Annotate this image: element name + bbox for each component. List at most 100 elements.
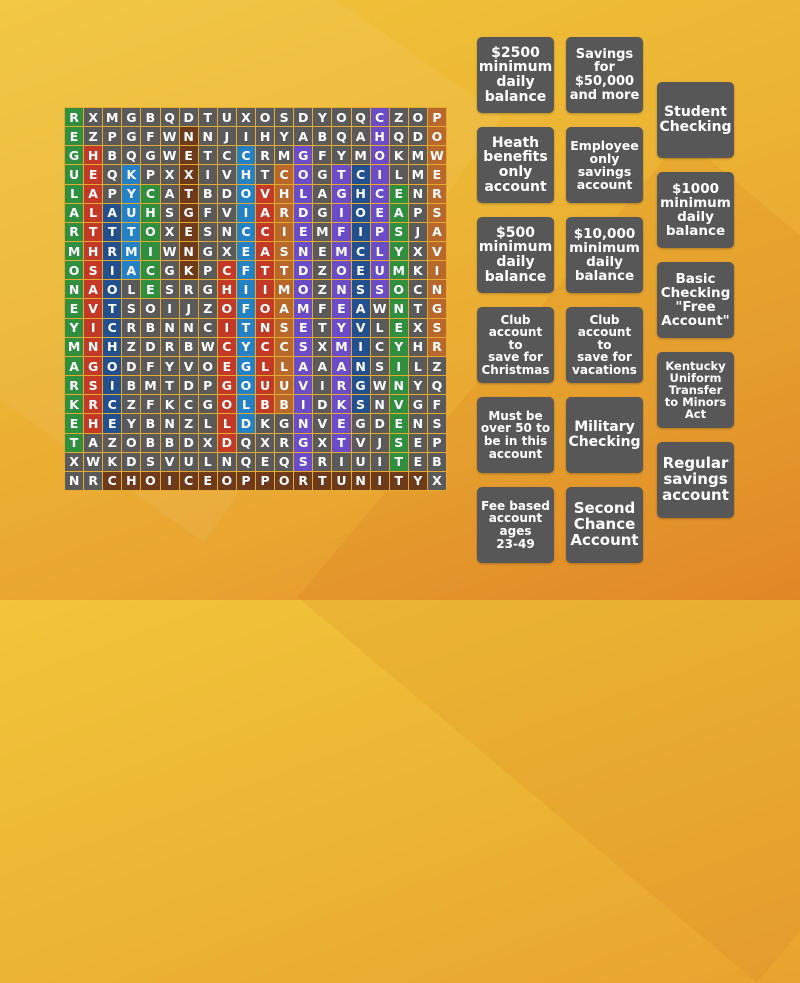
grid-cell[interactable]: K bbox=[408, 261, 427, 280]
grid-cell[interactable]: A bbox=[313, 184, 332, 203]
grid-cell[interactable]: E bbox=[332, 414, 351, 433]
grid-cell[interactable]: P bbox=[103, 184, 122, 203]
grid-cell[interactable]: N bbox=[198, 127, 217, 146]
grid-cell[interactable]: H bbox=[275, 184, 294, 203]
grid-cell[interactable]: I bbox=[236, 127, 255, 146]
grid-cell[interactable]: L bbox=[198, 414, 217, 433]
grid-cell[interactable]: U bbox=[370, 261, 389, 280]
grid-cell[interactable]: E bbox=[408, 452, 427, 471]
grid-cell[interactable]: I bbox=[370, 452, 389, 471]
grid-cell[interactable]: E bbox=[103, 414, 122, 433]
answer-tile[interactable]: Club account to save for Christmas bbox=[477, 307, 554, 383]
grid-cell[interactable]: S bbox=[427, 318, 446, 337]
grid-cell[interactable]: D bbox=[179, 433, 198, 452]
grid-cell[interactable]: A bbox=[332, 356, 351, 376]
grid-cell[interactable]: C bbox=[179, 471, 198, 490]
grid-cell[interactable]: P bbox=[370, 222, 389, 242]
grid-cell[interactable]: O bbox=[122, 433, 141, 452]
grid-cell[interactable]: V bbox=[313, 414, 332, 433]
grid-cell[interactable]: X bbox=[84, 108, 103, 127]
grid-cell[interactable]: O bbox=[294, 280, 313, 299]
answer-tile[interactable]: Savings for $50,000 and more bbox=[566, 37, 643, 113]
grid-cell[interactable]: O bbox=[332, 108, 351, 127]
grid-cell[interactable]: X bbox=[179, 165, 198, 184]
grid-cell[interactable]: K bbox=[256, 414, 275, 433]
grid-cell[interactable]: S bbox=[389, 222, 408, 242]
grid-cell[interactable]: S bbox=[351, 395, 370, 414]
grid-cell[interactable]: E bbox=[141, 280, 160, 299]
grid-cell[interactable]: I bbox=[236, 280, 255, 299]
answer-tile[interactable]: Second Chance Account bbox=[566, 487, 643, 563]
grid-cell[interactable]: T bbox=[84, 222, 103, 242]
grid-cell[interactable]: F bbox=[198, 203, 217, 222]
grid-cell[interactable]: C bbox=[141, 184, 160, 203]
grid-cell[interactable]: V bbox=[351, 318, 370, 337]
grid-cell[interactable]: X bbox=[408, 318, 427, 337]
grid-cell[interactable]: R bbox=[65, 376, 84, 395]
grid-cell[interactable]: M bbox=[275, 146, 294, 165]
grid-cell[interactable]: E bbox=[351, 261, 370, 280]
grid-cell[interactable]: M bbox=[351, 146, 370, 165]
grid-cell[interactable]: W bbox=[370, 376, 389, 395]
grid-cell[interactable]: Q bbox=[389, 127, 408, 146]
grid-cell[interactable]: U bbox=[122, 203, 141, 222]
grid-cell[interactable]: T bbox=[256, 261, 275, 280]
grid-cell[interactable]: Z bbox=[198, 299, 217, 318]
grid-cell[interactable]: H bbox=[351, 184, 370, 203]
grid-cell[interactable]: B bbox=[141, 108, 160, 127]
grid-cell[interactable]: S bbox=[370, 280, 389, 299]
grid-cell[interactable]: C bbox=[217, 261, 236, 280]
grid-cell[interactable]: R bbox=[160, 337, 179, 356]
grid-cell[interactable]: W bbox=[84, 452, 103, 471]
grid-cell[interactable]: F bbox=[427, 395, 446, 414]
grid-cell[interactable]: T bbox=[179, 184, 198, 203]
grid-cell[interactable]: G bbox=[351, 414, 370, 433]
grid-cell[interactable]: R bbox=[294, 471, 313, 490]
grid-cell[interactable]: O bbox=[141, 222, 160, 242]
grid-cell[interactable]: E bbox=[236, 242, 255, 261]
grid-cell[interactable]: E bbox=[294, 318, 313, 337]
answer-tile[interactable]: Military Checking bbox=[566, 397, 643, 473]
grid-cell[interactable]: Z bbox=[122, 395, 141, 414]
grid-cell[interactable]: Y bbox=[332, 318, 351, 337]
grid-cell[interactable]: V bbox=[294, 376, 313, 395]
grid-cell[interactable]: M bbox=[122, 242, 141, 261]
grid-cell[interactable]: B bbox=[313, 127, 332, 146]
grid-cell[interactable]: Y bbox=[122, 414, 141, 433]
grid-cell[interactable]: V bbox=[427, 242, 446, 261]
grid-cell[interactable]: Q bbox=[103, 165, 122, 184]
grid-cell[interactable]: G bbox=[313, 203, 332, 222]
grid-cell[interactable]: I bbox=[160, 471, 179, 490]
grid-cell[interactable]: M bbox=[332, 242, 351, 261]
grid-cell[interactable]: E bbox=[65, 127, 84, 146]
grid-cell[interactable]: L bbox=[294, 184, 313, 203]
grid-cell[interactable]: I bbox=[256, 280, 275, 299]
grid-cell[interactable]: A bbox=[389, 203, 408, 222]
grid-cell[interactable]: A bbox=[351, 299, 370, 318]
grid-cell[interactable]: N bbox=[351, 471, 370, 490]
grid-cell[interactable]: F bbox=[236, 261, 255, 280]
grid-cell[interactable]: P bbox=[103, 127, 122, 146]
grid-cell[interactable]: R bbox=[427, 184, 446, 203]
grid-cell[interactable]: R bbox=[427, 337, 446, 356]
grid-cell[interactable]: A bbox=[275, 299, 294, 318]
grid-cell[interactable]: L bbox=[122, 280, 141, 299]
grid-cell[interactable]: J bbox=[179, 299, 198, 318]
answer-tile[interactable]: Regular savings account bbox=[657, 442, 734, 518]
grid-cell[interactable]: N bbox=[332, 280, 351, 299]
grid-cell[interactable]: T bbox=[256, 165, 275, 184]
grid-cell[interactable]: S bbox=[84, 376, 103, 395]
grid-cell[interactable]: A bbox=[84, 280, 103, 299]
answer-tile[interactable]: Must be over 50 to be in this account bbox=[477, 397, 554, 473]
grid-cell[interactable]: T bbox=[275, 261, 294, 280]
answer-tile[interactable]: Employee only savings account bbox=[566, 127, 643, 203]
grid-cell[interactable]: F bbox=[141, 395, 160, 414]
grid-cell[interactable]: I bbox=[84, 318, 103, 337]
grid-cell[interactable]: X bbox=[256, 433, 275, 452]
grid-cell[interactable]: F bbox=[313, 299, 332, 318]
grid-cell[interactable]: V bbox=[179, 356, 198, 376]
grid-cell[interactable]: I bbox=[217, 318, 236, 337]
answer-tile[interactable]: Basic Checking "Free Account" bbox=[657, 262, 734, 338]
grid-cell[interactable]: B bbox=[427, 452, 446, 471]
grid-cell[interactable]: M bbox=[103, 108, 122, 127]
